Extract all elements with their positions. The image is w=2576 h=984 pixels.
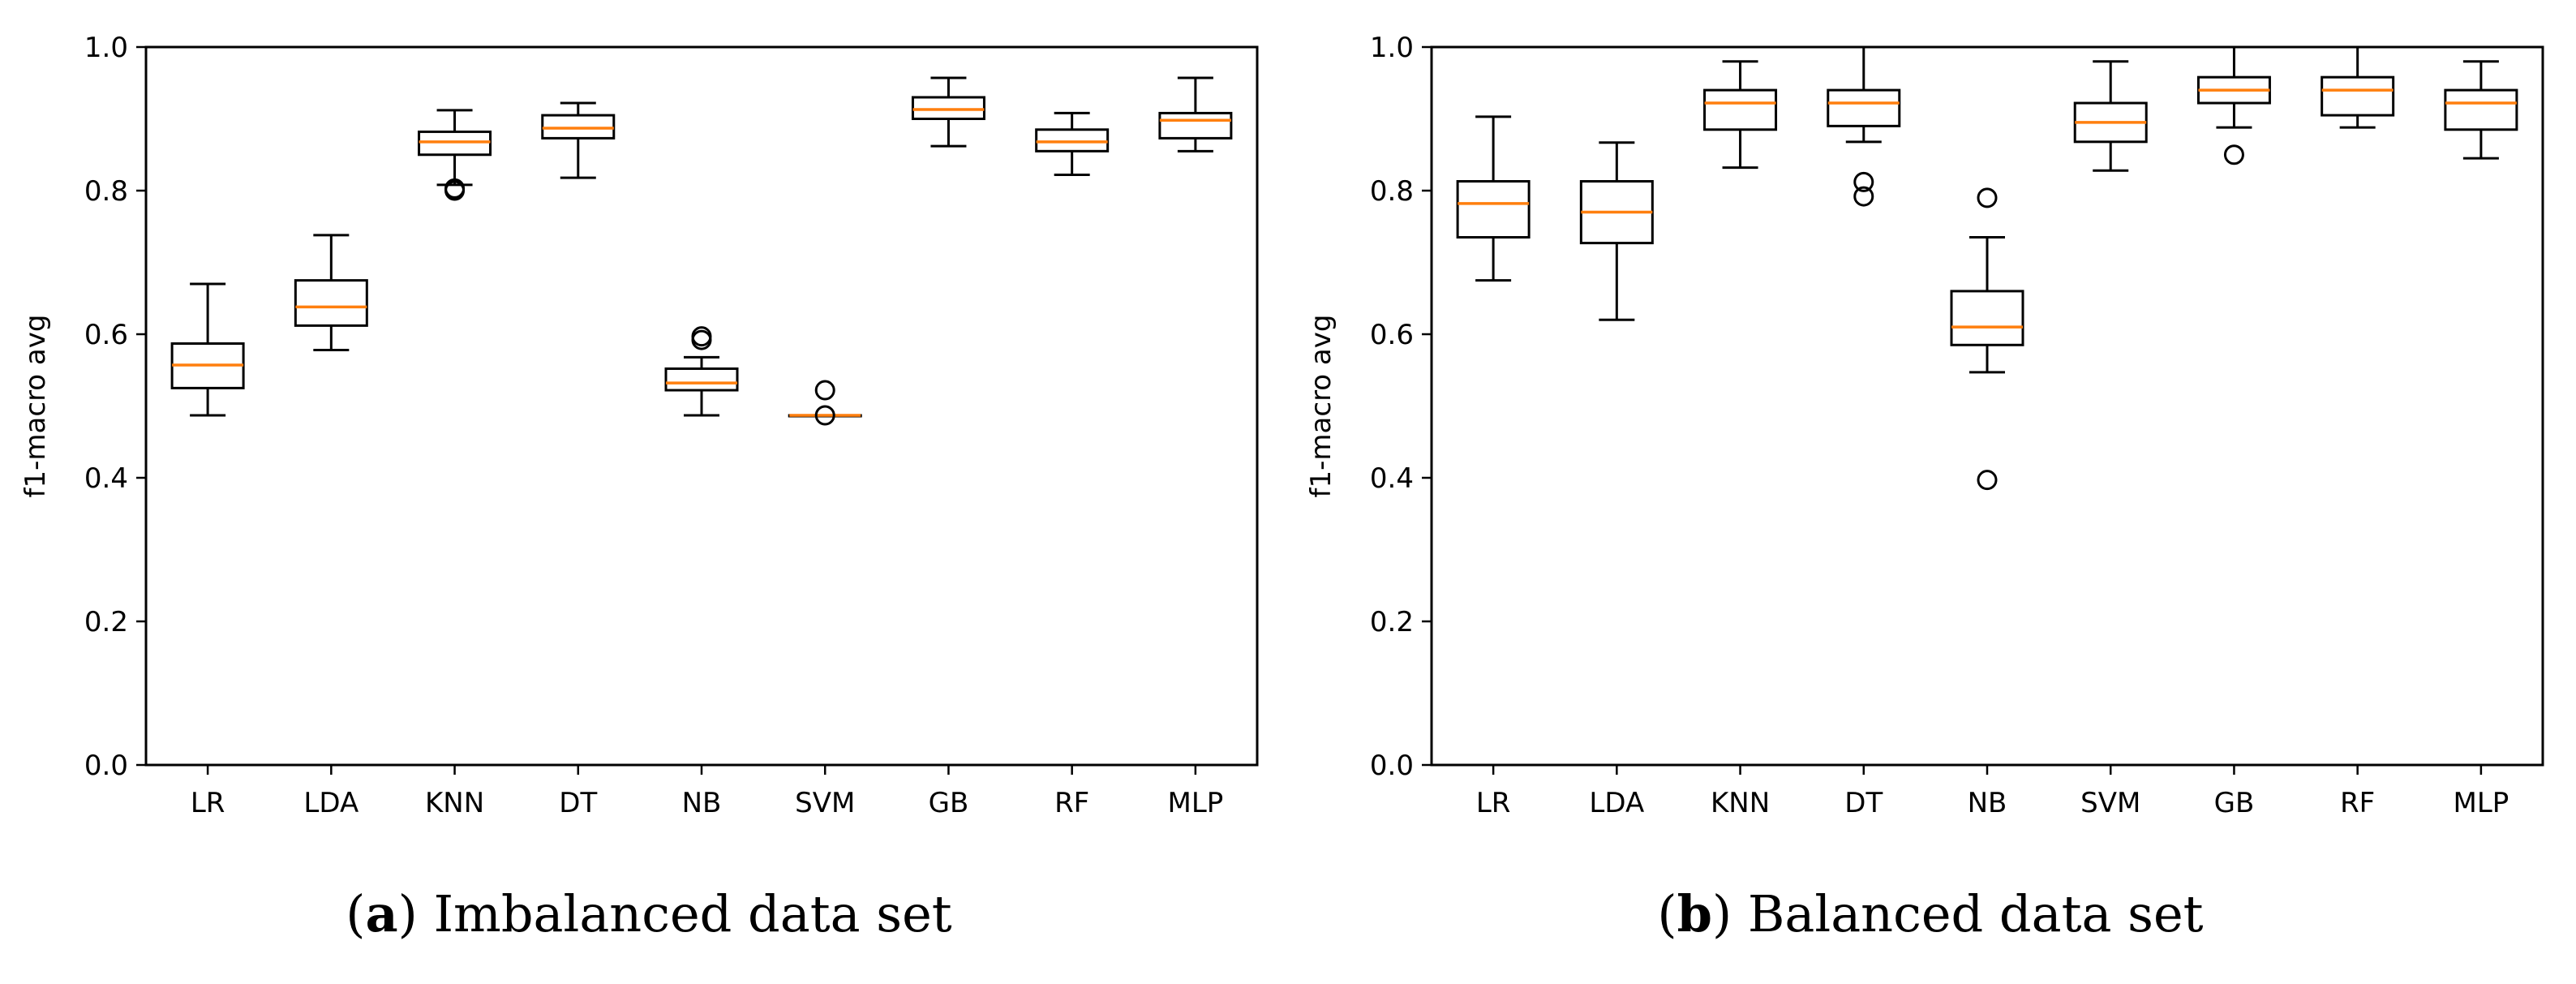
p1-dt-box [1827, 88, 1901, 127]
p0-svm-outlier-0 [814, 405, 835, 426]
caption-imbalanced: (a) Imbalanced data set [243, 884, 1054, 943]
p1-lr-xtick-label: LR [1476, 787, 1511, 819]
p1-lda-xtick-label: LDA [1589, 787, 1644, 819]
p0-nb-xtick-label: NB [682, 787, 722, 819]
p0-lda-xtick-label: LDA [303, 787, 358, 819]
p0-mlp-xtick-label: MLP [1167, 787, 1223, 819]
p1-gb-outlier-0 [2223, 144, 2244, 165]
p0-dt-box [541, 114, 616, 140]
p1-nb-outlier-0 [1977, 187, 1998, 208]
p0-ytick-label-3: 0.6 [84, 319, 128, 351]
p1-mlp-xtick-label: MLP [2453, 787, 2509, 819]
p0-ytick-label-5: 1.0 [84, 32, 128, 64]
p0-gb-box [911, 96, 985, 120]
p1-rf-box [2321, 75, 2395, 117]
p0-axes-frame [144, 45, 1259, 767]
p1-y-axis-label: f1-macro avg [1305, 315, 1337, 498]
p1-svm-xtick-label: SVM [2080, 787, 2140, 819]
p0-dt-xtick-label: DT [559, 787, 597, 819]
p1-gb-xtick-label: GB [2214, 787, 2255, 819]
p1-dt-xtick-label: DT [1844, 787, 1883, 819]
p1-axes-frame [1430, 45, 2544, 767]
p1-ytick-label-4: 0.8 [1370, 175, 1414, 208]
p0-ytick-label-1: 0.2 [84, 606, 128, 638]
p0-lda-box [294, 279, 368, 327]
caption-b-open: ( [1657, 884, 1677, 943]
p0-rf-xtick-label: RF [1054, 787, 1089, 819]
p0-ytick-label-2: 0.4 [84, 462, 128, 495]
caption-balanced: (b) Balanced data set [1525, 884, 2336, 943]
p0-nb-outlier-1 [691, 326, 712, 347]
p0-knn-outlier-1 [444, 178, 466, 199]
p1-dt-outlier-1 [1853, 171, 1874, 192]
p1-rf-xtick-label: RF [2340, 787, 2375, 819]
p0-lr-xtick-label: LR [191, 787, 225, 819]
p0-svm-xtick-label: SVM [795, 787, 855, 819]
p1-nb-xtick-label: NB [1968, 787, 2007, 819]
caption-a-open: ( [346, 884, 366, 943]
p0-ytick-label-0: 0.0 [84, 750, 128, 782]
p0-ytick-label-4: 0.8 [84, 175, 128, 208]
p1-knn-xtick-label: KNN [1711, 787, 1770, 819]
caption-a-text: ) Imbalanced data set [397, 884, 952, 943]
p1-ytick-label-3: 0.6 [1370, 319, 1414, 351]
p1-nb-box [1950, 290, 2024, 346]
p1-knn-box [1703, 88, 1778, 131]
p0-y-axis-label: f1-macro avg [19, 315, 52, 498]
p1-ytick-label-0: 0.0 [1370, 750, 1414, 782]
p1-ytick-label-2: 0.4 [1370, 462, 1414, 495]
p0-knn-xtick-label: KNN [425, 787, 484, 819]
p0-svm-outlier-1 [814, 380, 835, 401]
p1-ytick-label-5: 1.0 [1370, 32, 1414, 64]
p1-lr-box [1456, 179, 1531, 239]
p0-nb-box [664, 367, 739, 392]
p1-mlp-box [2444, 88, 2518, 131]
p0-mlp-box [1158, 111, 1233, 140]
p1-nb-outlier-1 [1977, 470, 1998, 491]
p0-knn-box [418, 130, 492, 157]
p0-rf-box [1035, 128, 1110, 153]
p0-gb-xtick-label: GB [929, 787, 969, 819]
caption-a-letter: a [365, 884, 398, 943]
p1-dt-outlier-0 [1853, 186, 1874, 207]
caption-b-text: ) Balanced data set [1711, 884, 2204, 943]
caption-b-letter: b [1677, 884, 1712, 943]
p1-ytick-label-1: 0.2 [1370, 606, 1414, 638]
